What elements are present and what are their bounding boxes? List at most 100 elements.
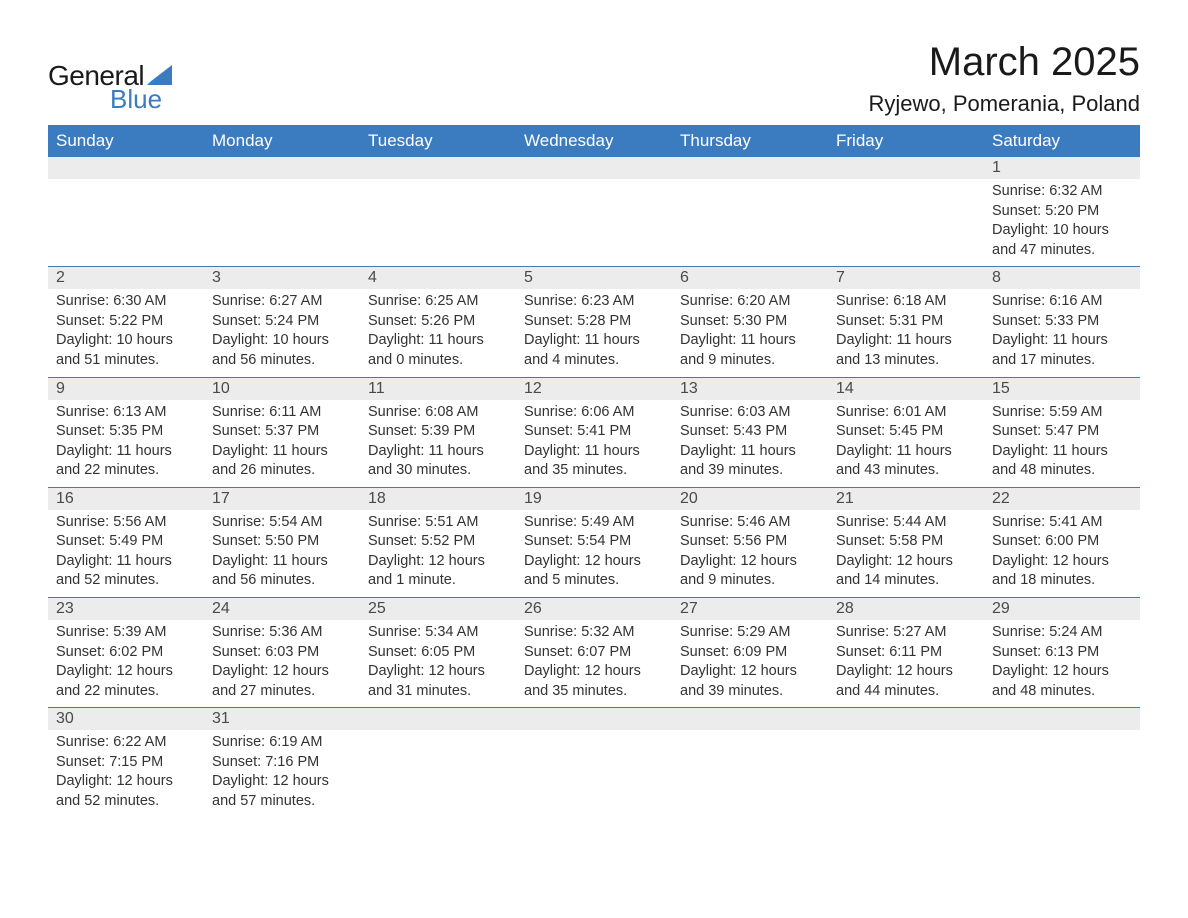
- day-number: 23: [48, 598, 204, 620]
- day-number: [516, 708, 672, 730]
- sunset-text: Sunset: 5:50 PM: [212, 532, 352, 552]
- day-number: 17: [204, 488, 360, 510]
- sunrise-text: Sunrise: 5:24 AM: [992, 623, 1132, 643]
- day-body: Sunrise: 5:56 AMSunset: 5:49 PMDaylight:…: [48, 510, 204, 597]
- sunset-text: Sunset: 5:45 PM: [836, 422, 976, 442]
- daylight-text: Daylight: 10 hours and 56 minutes.: [212, 331, 352, 370]
- day-number: 13: [672, 378, 828, 400]
- sunset-text: Sunset: 5:54 PM: [524, 532, 664, 552]
- day-body: Sunrise: 5:41 AMSunset: 6:00 PMDaylight:…: [984, 510, 1140, 597]
- calendar-day-cell: [516, 157, 672, 267]
- sunrise-text: Sunrise: 6:13 AM: [56, 403, 196, 423]
- sunrise-text: Sunrise: 6:25 AM: [368, 292, 508, 312]
- calendar-day-cell: 22Sunrise: 5:41 AMSunset: 6:00 PMDayligh…: [984, 487, 1140, 597]
- calendar-day-cell: 29Sunrise: 5:24 AMSunset: 6:13 PMDayligh…: [984, 598, 1140, 708]
- day-number: 24: [204, 598, 360, 620]
- day-number: 27: [672, 598, 828, 620]
- calendar-day-cell: [828, 157, 984, 267]
- day-body: Sunrise: 6:08 AMSunset: 5:39 PMDaylight:…: [360, 400, 516, 487]
- daylight-text: Daylight: 12 hours and 1 minute.: [368, 552, 508, 591]
- sunrise-text: Sunrise: 6:01 AM: [836, 403, 976, 423]
- day-number: [672, 708, 828, 730]
- title-block: March 2025 Ryjewo, Pomerania, Poland: [869, 40, 1140, 117]
- sunset-text: Sunset: 5:56 PM: [680, 532, 820, 552]
- sunrise-text: Sunrise: 6:11 AM: [212, 403, 352, 423]
- sunrise-text: Sunrise: 5:54 AM: [212, 513, 352, 533]
- daylight-text: Daylight: 12 hours and 39 minutes.: [680, 662, 820, 701]
- day-number: 3: [204, 267, 360, 289]
- day-body: Sunrise: 6:20 AMSunset: 5:30 PMDaylight:…: [672, 289, 828, 376]
- daylight-text: Daylight: 12 hours and 27 minutes.: [212, 662, 352, 701]
- day-body: [204, 179, 360, 266]
- daylight-text: Daylight: 11 hours and 43 minutes.: [836, 442, 976, 481]
- weekday-header: Monday: [204, 125, 360, 157]
- sunset-text: Sunset: 5:33 PM: [992, 312, 1132, 332]
- calendar-day-cell: 3Sunrise: 6:27 AMSunset: 5:24 PMDaylight…: [204, 267, 360, 377]
- sunset-text: Sunset: 6:09 PM: [680, 643, 820, 663]
- sunset-text: Sunset: 5:49 PM: [56, 532, 196, 552]
- sunset-text: Sunset: 6:05 PM: [368, 643, 508, 663]
- day-body: Sunrise: 6:22 AMSunset: 7:15 PMDaylight:…: [48, 730, 204, 817]
- day-number: [984, 708, 1140, 730]
- calendar-day-cell: [204, 157, 360, 267]
- calendar-day-cell: 2Sunrise: 6:30 AMSunset: 5:22 PMDaylight…: [48, 267, 204, 377]
- sunset-text: Sunset: 5:37 PM: [212, 422, 352, 442]
- day-body: Sunrise: 5:27 AMSunset: 6:11 PMDaylight:…: [828, 620, 984, 707]
- day-body: Sunrise: 6:11 AMSunset: 5:37 PMDaylight:…: [204, 400, 360, 487]
- day-body: Sunrise: 6:27 AMSunset: 5:24 PMDaylight:…: [204, 289, 360, 376]
- day-number: 19: [516, 488, 672, 510]
- day-number: [360, 708, 516, 730]
- calendar-day-cell: 23Sunrise: 5:39 AMSunset: 6:02 PMDayligh…: [48, 598, 204, 708]
- sunset-text: Sunset: 6:02 PM: [56, 643, 196, 663]
- calendar-week-row: 2Sunrise: 6:30 AMSunset: 5:22 PMDaylight…: [48, 267, 1140, 377]
- day-body: Sunrise: 6:06 AMSunset: 5:41 PMDaylight:…: [516, 400, 672, 487]
- day-body: [516, 730, 672, 817]
- sunrise-text: Sunrise: 6:18 AM: [836, 292, 976, 312]
- calendar-day-cell: 19Sunrise: 5:49 AMSunset: 5:54 PMDayligh…: [516, 487, 672, 597]
- day-number: 4: [360, 267, 516, 289]
- day-body: Sunrise: 6:16 AMSunset: 5:33 PMDaylight:…: [984, 289, 1140, 376]
- sunrise-text: Sunrise: 5:32 AM: [524, 623, 664, 643]
- day-number: 28: [828, 598, 984, 620]
- day-number: [360, 157, 516, 179]
- day-number: [828, 157, 984, 179]
- day-number: 18: [360, 488, 516, 510]
- day-number: 1: [984, 157, 1140, 179]
- calendar-day-cell: 10Sunrise: 6:11 AMSunset: 5:37 PMDayligh…: [204, 377, 360, 487]
- calendar-day-cell: 4Sunrise: 6:25 AMSunset: 5:26 PMDaylight…: [360, 267, 516, 377]
- calendar-week-row: 1Sunrise: 6:32 AMSunset: 5:20 PMDaylight…: [48, 157, 1140, 267]
- sunrise-text: Sunrise: 5:34 AM: [368, 623, 508, 643]
- sunset-text: Sunset: 6:00 PM: [992, 532, 1132, 552]
- daylight-text: Daylight: 12 hours and 9 minutes.: [680, 552, 820, 591]
- daylight-text: Daylight: 12 hours and 14 minutes.: [836, 552, 976, 591]
- sunrise-text: Sunrise: 5:27 AM: [836, 623, 976, 643]
- calendar-day-cell: 7Sunrise: 6:18 AMSunset: 5:31 PMDaylight…: [828, 267, 984, 377]
- day-body: [672, 730, 828, 817]
- day-number: [516, 157, 672, 179]
- day-number: 22: [984, 488, 1140, 510]
- sunset-text: Sunset: 5:26 PM: [368, 312, 508, 332]
- calendar-day-cell: 5Sunrise: 6:23 AMSunset: 5:28 PMDaylight…: [516, 267, 672, 377]
- day-body: Sunrise: 6:19 AMSunset: 7:16 PMDaylight:…: [204, 730, 360, 817]
- calendar-day-cell: 8Sunrise: 6:16 AMSunset: 5:33 PMDaylight…: [984, 267, 1140, 377]
- sunset-text: Sunset: 6:13 PM: [992, 643, 1132, 663]
- weekday-header: Thursday: [672, 125, 828, 157]
- day-number: 25: [360, 598, 516, 620]
- sunset-text: Sunset: 5:52 PM: [368, 532, 508, 552]
- calendar-day-cell: 17Sunrise: 5:54 AMSunset: 5:50 PMDayligh…: [204, 487, 360, 597]
- day-number: 5: [516, 267, 672, 289]
- sunrise-text: Sunrise: 6:20 AM: [680, 292, 820, 312]
- month-title: March 2025: [869, 40, 1140, 85]
- sunset-text: Sunset: 5:58 PM: [836, 532, 976, 552]
- calendar-day-cell: 9Sunrise: 6:13 AMSunset: 5:35 PMDaylight…: [48, 377, 204, 487]
- day-body: Sunrise: 5:46 AMSunset: 5:56 PMDaylight:…: [672, 510, 828, 597]
- sunset-text: Sunset: 5:31 PM: [836, 312, 976, 332]
- daylight-text: Daylight: 12 hours and 44 minutes.: [836, 662, 976, 701]
- day-body: Sunrise: 6:23 AMSunset: 5:28 PMDaylight:…: [516, 289, 672, 376]
- daylight-text: Daylight: 11 hours and 39 minutes.: [680, 442, 820, 481]
- sunrise-text: Sunrise: 6:08 AM: [368, 403, 508, 423]
- day-number: 7: [828, 267, 984, 289]
- day-number: 26: [516, 598, 672, 620]
- day-body: Sunrise: 6:25 AMSunset: 5:26 PMDaylight:…: [360, 289, 516, 376]
- sunset-text: Sunset: 5:20 PM: [992, 202, 1132, 222]
